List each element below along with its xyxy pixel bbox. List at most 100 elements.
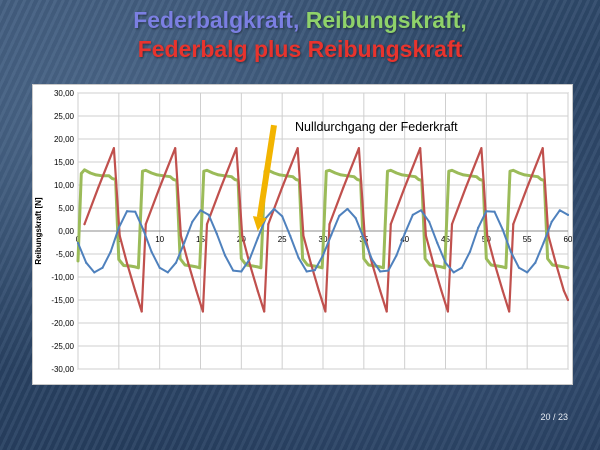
data-point [462,173,465,176]
data-point [370,262,374,265]
data-point [289,234,292,238]
data-point [480,147,483,150]
data-point [475,175,478,178]
data-point [460,266,463,269]
data-point [401,173,404,176]
data-point [211,171,214,175]
data-point [305,270,308,273]
data-point [169,175,172,178]
data-point [267,223,270,226]
data-point [76,259,80,262]
data-point [379,270,382,273]
data-point [504,266,508,269]
data-point [248,262,251,265]
data-point [187,262,190,265]
data-point [352,175,356,178]
data-point [272,171,276,175]
y-tick-label: -30,00 [51,365,74,374]
data-point [156,173,159,176]
data-point [440,289,443,292]
x-tick-label: 60 [564,235,572,244]
data-point [363,234,366,237]
y-tick-label: 15,00 [54,158,75,167]
data-point [339,173,343,176]
data-point [107,174,111,177]
data-point [558,209,561,212]
data-point [428,220,431,223]
data-point [191,220,194,223]
data-point [450,169,454,172]
data-point [414,175,417,178]
data-point [325,170,328,173]
title-reibungskraft: Reibungskraft, [305,7,467,33]
data-point [144,223,147,226]
data-point [486,234,489,237]
data-point [129,264,132,268]
data-point [403,232,406,235]
chart-frame: 30,00 25,00 20,00 15,00 10,00 5,00 0,00 -5,00 -1… [32,84,573,385]
data-point [478,178,481,181]
data-point [443,266,446,269]
data-point [566,266,570,269]
data-point [317,289,321,292]
data-point [256,289,259,292]
x-tick-label: 55 [523,235,532,244]
data-point [301,257,304,260]
data-point [321,254,325,257]
data-point [389,169,392,172]
data-point [456,171,459,175]
data-point [178,257,182,260]
series-line-2 [83,147,570,313]
data-point [297,256,300,259]
data-point [122,264,125,267]
data-point [109,250,112,253]
data-point [205,169,209,172]
data-point [517,266,521,269]
data-point [395,171,398,175]
data-point [205,223,209,226]
data-point [111,177,114,180]
x-tick-label: 10 [155,235,164,244]
data-point [428,263,432,267]
data-point [215,232,218,235]
y-tick-label: 5,00 [58,204,74,213]
data-point [101,266,104,269]
data-point [411,213,414,216]
data-point [512,223,515,226]
data-point [493,262,496,265]
y-tick-label: 20,00 [54,135,75,144]
data-point [338,214,341,217]
data-point [158,266,161,269]
data-point [272,207,276,211]
data-point [294,178,298,181]
data-point [134,289,137,292]
data-point [140,310,143,313]
y-tick-label: 0,00 [58,227,74,236]
data-point [436,241,439,245]
data-point [281,215,284,218]
data-point [477,226,480,229]
data-point [382,266,385,269]
data-point [291,175,294,178]
data-point [201,310,205,313]
data-point [447,170,450,173]
data-point [501,265,504,268]
data-point [566,213,570,216]
data-point [302,234,305,237]
data-point [423,257,427,260]
data-point [342,186,345,189]
data-point [97,186,100,189]
data-point [444,261,447,264]
data-point [362,257,365,260]
data-point [554,262,557,265]
data-point [379,265,382,268]
data-point [346,207,349,211]
data-point [523,173,526,176]
data-point [93,271,96,274]
data-point [385,310,388,313]
data-point [328,169,331,172]
data-point [112,147,116,150]
data-point [547,234,550,237]
data-point [526,271,529,274]
annotation-arrow-shaft [256,124,277,218]
